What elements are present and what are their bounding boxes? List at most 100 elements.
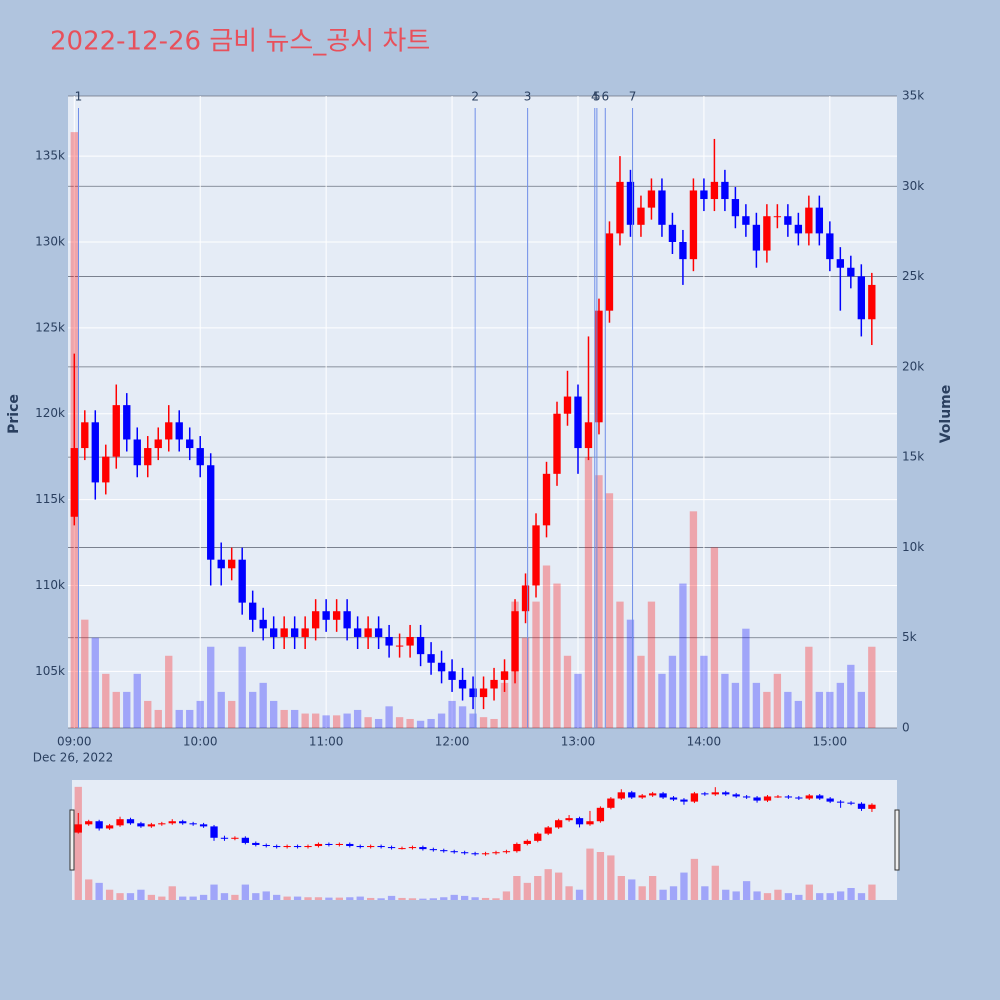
volume-bar — [490, 718, 498, 728]
volume-bar — [408, 898, 417, 900]
volume-bar — [112, 691, 120, 728]
candle-body — [241, 837, 250, 843]
candle-body — [774, 796, 782, 798]
chart-title: 2022-12-26 금비 뉴스_공시 차트 — [50, 27, 430, 57]
candle-body — [133, 439, 141, 466]
volume-bar — [450, 894, 458, 900]
candle-body — [186, 439, 194, 449]
candle-body — [346, 843, 354, 847]
candle-body — [81, 422, 89, 449]
volume-bar — [689, 511, 698, 728]
x-sublabel: Dec 26, 2022 — [33, 751, 113, 765]
y-tick-label: 120k — [35, 406, 65, 420]
candle-body — [419, 847, 427, 850]
volume-bar — [116, 893, 124, 900]
range-handle[interactable] — [894, 809, 900, 871]
candle-body — [220, 837, 229, 839]
candle-body — [795, 797, 803, 799]
volume-bar — [616, 601, 624, 728]
volume-bar — [574, 673, 582, 728]
volume-bar — [273, 894, 281, 900]
volume-bar — [471, 897, 479, 900]
volume-bar — [701, 886, 709, 900]
volume-bar — [732, 891, 740, 900]
candle-body — [353, 628, 362, 637]
candle-body — [616, 181, 624, 234]
volume-bar — [742, 881, 751, 900]
range-handle[interactable] — [69, 809, 75, 871]
candle-body — [617, 792, 625, 799]
volume-bar — [168, 886, 176, 900]
y2-tick-label: 30k — [902, 179, 924, 193]
candle-body — [189, 823, 197, 825]
candle-body — [815, 207, 824, 234]
candle-body — [680, 799, 688, 802]
volume-bar — [554, 872, 563, 900]
volume-bar — [805, 646, 813, 728]
range-slider[interactable] — [72, 780, 897, 900]
volume-bar — [659, 889, 667, 900]
candle-body — [563, 396, 572, 414]
candle-body — [710, 181, 719, 200]
volume-bar — [584, 457, 593, 728]
candle-body — [763, 796, 772, 801]
volume-bar — [563, 655, 572, 728]
volume-bar — [868, 884, 876, 900]
volume-bar — [385, 706, 393, 728]
volume-bar — [784, 893, 793, 900]
volume-bar — [437, 713, 446, 728]
event-label: 3 — [524, 90, 532, 104]
volume-bar — [826, 691, 834, 728]
candle-body — [847, 802, 855, 804]
candle-body — [147, 824, 156, 827]
volume-bar — [448, 700, 456, 728]
volume-bar — [658, 673, 666, 728]
volume-bar — [290, 709, 299, 728]
candle-body — [231, 837, 239, 839]
candle-body — [647, 190, 656, 208]
candle-body — [356, 846, 364, 848]
candle-body — [123, 405, 131, 440]
candle-body — [847, 267, 855, 277]
volume-bar — [711, 865, 719, 900]
volume-bar — [690, 858, 699, 900]
candle-body — [85, 821, 93, 825]
volume-bar — [710, 547, 719, 728]
candle-body — [826, 798, 834, 802]
candle-body — [669, 797, 678, 800]
volume-bar — [440, 897, 448, 900]
candle-body — [290, 628, 299, 637]
y2-tick-label: 25k — [902, 269, 924, 283]
candle-body — [731, 199, 740, 217]
y-tick-label: 115k — [35, 492, 65, 506]
candle-body — [374, 628, 383, 637]
volume-bar — [722, 889, 730, 900]
candle-body — [398, 848, 406, 850]
volume-bar — [217, 691, 225, 728]
y2-tick-label: 15k — [902, 450, 924, 464]
candle-body — [322, 611, 330, 620]
volume-bar — [220, 893, 229, 900]
volume-bar — [680, 872, 688, 900]
candle-body — [367, 846, 375, 848]
candle-body — [784, 216, 792, 225]
volume-bar — [586, 848, 594, 900]
candle-body — [429, 849, 437, 851]
candle-body — [74, 824, 82, 833]
candle-body — [461, 852, 469, 854]
candle-body — [385, 636, 393, 646]
y2-tick-label: 5k — [902, 630, 917, 644]
volume-bar — [532, 601, 540, 728]
candle-body — [752, 224, 761, 251]
volume-bar — [406, 718, 414, 728]
candle-body — [301, 628, 309, 637]
volume-bar — [753, 891, 761, 900]
candle-body — [112, 405, 120, 457]
volume-bar — [304, 897, 312, 900]
x-tick-label: 10:00 — [183, 735, 218, 749]
candle-body — [542, 473, 551, 526]
candle-body — [343, 611, 351, 629]
candle-body — [492, 852, 500, 854]
plot-area — [68, 96, 897, 728]
volume-bar — [252, 893, 260, 900]
